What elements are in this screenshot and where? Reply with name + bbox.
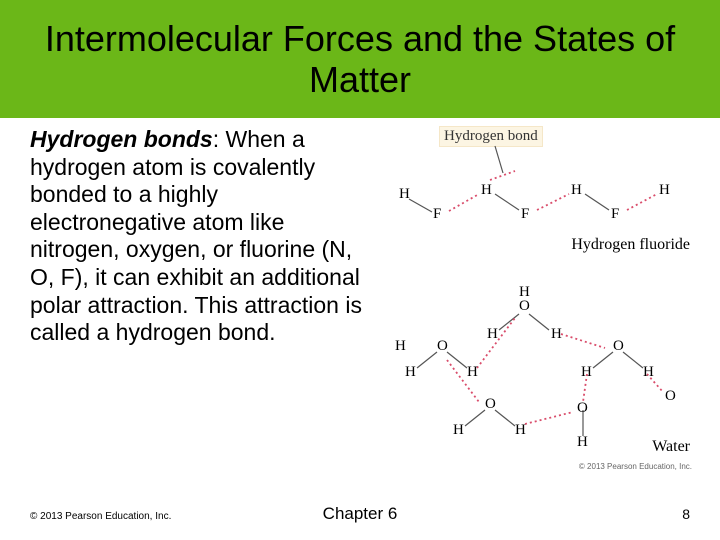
- atom: F: [521, 206, 529, 223]
- atom: H: [487, 326, 498, 343]
- atom: H: [581, 364, 592, 381]
- atom: O: [485, 396, 496, 413]
- figure-credit: © 2013 Pearson Education, Inc.: [387, 462, 696, 471]
- body-paragraph: Hydrogen bonds: When a hydrogen atom is …: [30, 126, 375, 471]
- atom: H: [405, 364, 416, 381]
- atom: H: [481, 182, 492, 199]
- atom: F: [611, 206, 619, 223]
- atom: O: [577, 400, 588, 417]
- hf-diagram: Hydrogen bond H F H: [387, 126, 696, 276]
- atom: H: [515, 422, 526, 439]
- atom: H: [659, 182, 670, 199]
- page-title: Intermolecular Forces and the States of …: [40, 18, 680, 101]
- atom: H: [399, 186, 410, 203]
- chapter-label: Chapter 6: [323, 504, 398, 524]
- atom: O: [437, 338, 448, 355]
- body-text: : When a hydrogen atom is covalently bon…: [30, 126, 362, 345]
- term-hydrogen-bonds: Hydrogen bonds: [30, 126, 213, 152]
- water-svg: [387, 284, 687, 454]
- atom: O: [665, 388, 676, 405]
- diagram-area: Hydrogen bond H F H: [387, 126, 696, 471]
- water-caption: Water: [652, 438, 690, 456]
- atom: O: [613, 338, 624, 355]
- atom: F: [433, 206, 441, 223]
- atom: H: [577, 434, 588, 451]
- atom: H: [467, 364, 478, 381]
- hf-caption: Hydrogen fluoride: [571, 236, 690, 254]
- title-banner: Intermolecular Forces and the States of …: [0, 0, 720, 118]
- atom: H: [519, 284, 530, 301]
- atom: H: [551, 326, 562, 343]
- atom: H: [453, 422, 464, 439]
- atom: H: [395, 338, 406, 355]
- atom: H: [571, 182, 582, 199]
- atom: H: [643, 364, 654, 381]
- water-diagram: O H H H O H H H O H H O H H O H O Water: [387, 284, 696, 454]
- page-number: 8: [682, 506, 690, 522]
- copyright-text: © 2013 Pearson Education, Inc.: [30, 511, 171, 522]
- content-row: Hydrogen bonds: When a hydrogen atom is …: [0, 118, 720, 471]
